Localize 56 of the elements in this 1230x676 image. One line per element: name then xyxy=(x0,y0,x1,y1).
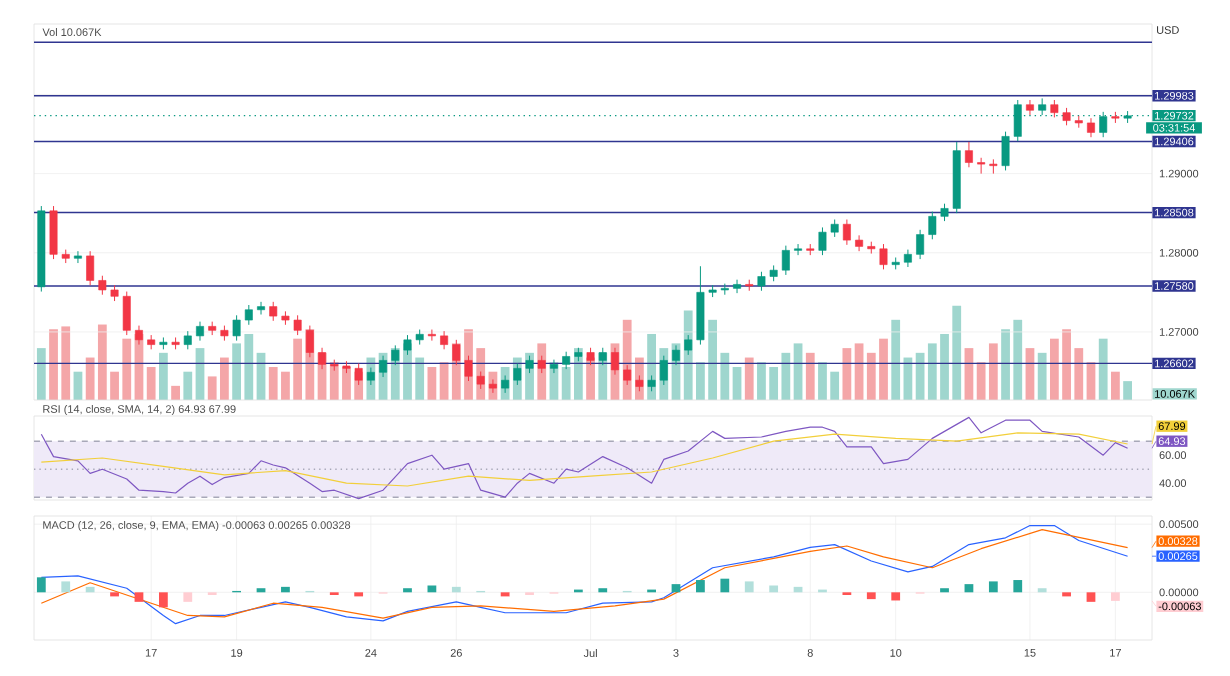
bar xyxy=(427,585,437,593)
candlestick xyxy=(86,250,95,286)
bar xyxy=(281,586,290,593)
bar xyxy=(696,580,705,593)
candlestick xyxy=(977,157,986,175)
bar xyxy=(1111,592,1120,601)
bar xyxy=(158,592,168,608)
bar xyxy=(146,366,156,400)
bar xyxy=(158,352,168,400)
candlestick xyxy=(73,250,82,264)
bar xyxy=(1098,338,1108,400)
candlestick xyxy=(964,141,973,168)
bar xyxy=(61,581,71,593)
bar xyxy=(1013,580,1023,593)
bar xyxy=(451,586,461,593)
candlestick xyxy=(916,229,925,260)
bar xyxy=(171,385,180,400)
line-series xyxy=(40,432,1129,487)
line-series xyxy=(40,416,1129,500)
candlestick xyxy=(781,245,790,276)
candlestick xyxy=(427,329,436,342)
bar xyxy=(183,592,193,602)
candlestick xyxy=(257,301,265,315)
bar xyxy=(1123,381,1132,400)
candlestick xyxy=(183,330,192,350)
candlestick xyxy=(232,314,241,342)
candlestick xyxy=(1026,99,1034,116)
candlestick xyxy=(135,325,143,346)
bar xyxy=(183,371,193,400)
candlestick xyxy=(440,330,449,350)
candlestick xyxy=(794,243,803,256)
bar xyxy=(744,581,754,593)
candlestick xyxy=(196,321,204,342)
bar xyxy=(866,592,876,600)
bar xyxy=(891,592,901,601)
candlestick xyxy=(244,304,253,326)
bar xyxy=(1037,352,1047,400)
bar xyxy=(842,348,852,400)
candlestick xyxy=(855,234,864,252)
bar xyxy=(36,577,46,593)
bar xyxy=(720,578,730,593)
bar xyxy=(1111,371,1120,400)
candlestick xyxy=(733,279,741,294)
candlestick xyxy=(1087,117,1095,138)
candlestick xyxy=(842,219,851,246)
bar xyxy=(85,586,95,593)
candlestick xyxy=(623,364,632,386)
bar xyxy=(769,585,779,593)
bar xyxy=(891,319,901,400)
bar xyxy=(36,348,46,400)
bar xyxy=(988,581,998,593)
bar xyxy=(805,352,815,400)
bar xyxy=(134,592,144,602)
bar xyxy=(1086,592,1096,602)
candlestick xyxy=(903,249,912,268)
bar xyxy=(744,357,754,400)
